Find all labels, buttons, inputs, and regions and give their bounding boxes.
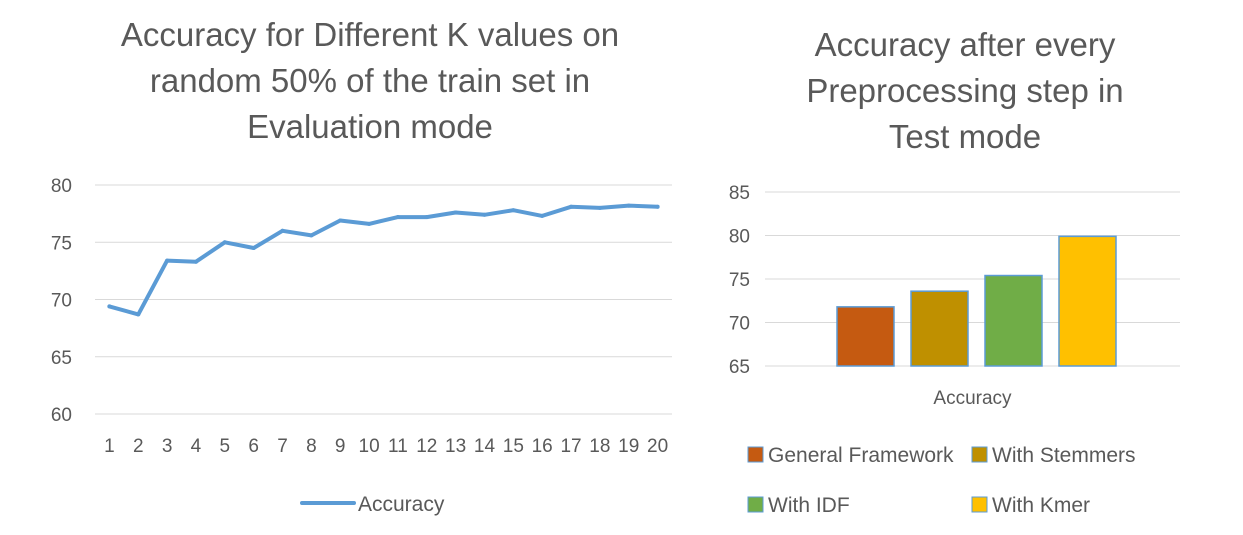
bar-legend-label: General Framework [768,444,954,467]
accuracy-data-point [367,221,372,226]
line-chart-y-tick-label: 70 [51,291,72,312]
bar-legend-label: With Kmer [992,494,1090,517]
line-chart-y-tick-label: 65 [51,348,72,369]
bar-chart-category-label: Accuracy [933,388,1012,409]
line-chart-x-tick-label: 8 [306,436,317,457]
line-chart-x-tick-label: 18 [589,436,610,457]
line-legend-label: Accuracy [358,493,445,516]
accuracy-data-point [482,212,487,217]
bar-chart-y-tick-label: 80 [729,227,750,248]
accuracy-data-point [453,210,458,215]
bar-with-stemmers [910,290,969,367]
line-chart-y-tick-label: 60 [51,405,72,426]
accuracy-series-line [107,203,660,317]
accuracy-data-point [107,304,112,309]
line-chart-x-tick-label: 13 [445,436,466,457]
line-chart-x-tick-label: 2 [133,436,144,457]
line-chart-x-tick-label: 6 [248,436,259,457]
accuracy-data-point [309,233,314,238]
line-chart-x-tick-label: 7 [277,436,288,457]
line-chart-y-tick-label: 75 [51,233,72,254]
bar-general-framework [836,306,895,367]
bar-chart-y-tick-label: 85 [729,183,750,204]
line-chart-x-tick-label: 3 [162,436,173,457]
accuracy-data-point [569,204,574,209]
line-chart-x-tick-label: 1 [104,436,115,457]
accuracy-data-point [165,258,170,263]
bar-with-idf [984,274,1043,367]
accuracy-data-point [395,215,400,220]
line-chart-x-tick-label: 17 [560,436,581,457]
accuracy-data-point [222,240,227,245]
bar-chart-title: Accuracy after every Preprocessing step … [806,26,1124,155]
bar-legend-swatch [971,446,988,463]
line-chart-x-tick-label: 20 [647,436,668,457]
accuracy-data-point [597,205,602,210]
line-chart-x-tick-label: 10 [359,436,380,457]
line-chart-x-tick-label: 14 [474,436,496,457]
accuracy-data-point [511,208,516,213]
line-chart-x-tick-label: 16 [532,436,553,457]
line-chart-x-tick-label: 12 [416,436,437,457]
bar-legend-label: With IDF [768,494,850,517]
bar-chart-y-tick-label: 75 [729,270,750,291]
line-chart-x-tick-label: 5 [220,436,231,457]
accuracy-data-point [338,218,343,223]
accuracy-data-point [280,228,285,233]
bar-chart-y-tick-label: 65 [729,357,750,378]
line-chart-x-tick-label: 19 [618,436,639,457]
accuracy-data-point [424,215,429,220]
accuracy-data-point [251,245,256,250]
line-chart-y-tick-label: 80 [51,176,72,197]
bar-legend-swatch [971,496,988,513]
bar-legend-swatch [747,496,764,513]
line-chart-x-tick-label: 11 [388,436,408,457]
bar-with-kmer [1058,235,1117,367]
line-chart-x-tick-label: 9 [335,436,346,457]
accuracy-data-point [655,204,660,209]
accuracy-data-point [193,259,198,264]
bar-legend-label: With Stemmers [992,444,1136,467]
accuracy-data-point [626,203,631,208]
line-chart-x-tick-label: 4 [191,436,202,457]
bar-chart-y-tick-label: 70 [729,314,750,335]
line-chart-x-tick-label: 15 [503,436,524,457]
bar-legend-swatch [747,446,764,463]
accuracy-data-point [136,312,141,317]
accuracy-data-point [540,213,545,218]
line-chart-title: Accuracy for Different K values on rando… [120,16,620,145]
